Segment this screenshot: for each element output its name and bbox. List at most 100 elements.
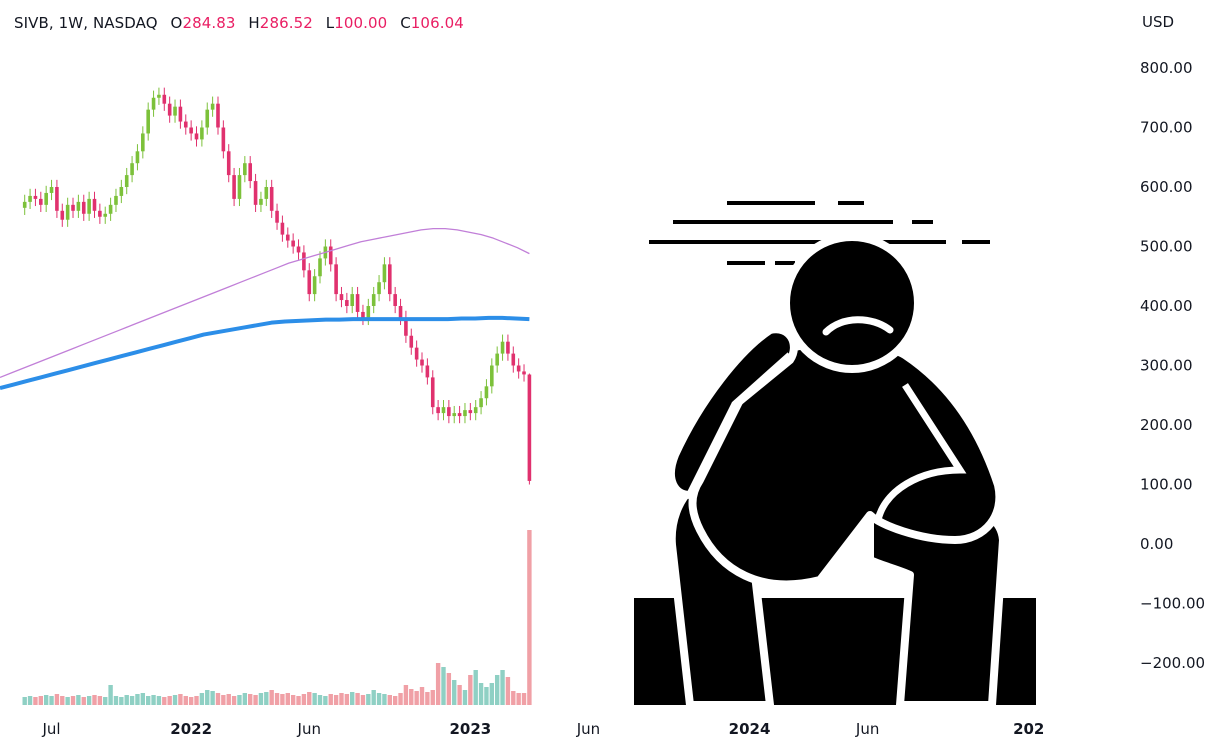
candle [366, 298, 371, 326]
candle [216, 96, 220, 135]
volume-bar [296, 696, 301, 705]
candle [345, 292, 349, 314]
candle [511, 346, 516, 373]
y-tick-label: 200.00 [1140, 416, 1193, 434]
high-label: H [248, 14, 260, 32]
volume-bar [226, 694, 231, 705]
candle [318, 251, 322, 284]
candle [173, 99, 177, 123]
volume-bar [419, 687, 425, 705]
candle [130, 156, 134, 183]
candle [291, 233, 295, 254]
volume-bar [430, 690, 435, 705]
candle [409, 328, 414, 355]
volume-bar [333, 695, 339, 705]
open-value: 284.83 [182, 14, 236, 32]
volume-bar [54, 694, 60, 705]
candle [65, 197, 70, 227]
volume-bar [285, 693, 290, 705]
volume-bar [301, 694, 307, 705]
volume-bar [328, 694, 333, 705]
volume-bar [441, 667, 446, 705]
volume-bar [307, 692, 312, 705]
volume-bar [43, 695, 49, 705]
candle [178, 99, 183, 129]
candle [226, 144, 231, 183]
volume-bar [392, 696, 398, 705]
candle [420, 352, 424, 373]
candle [468, 402, 473, 421]
low-label: L [325, 14, 335, 32]
candle [328, 239, 333, 272]
volume-bar [205, 690, 210, 705]
worry-lines [649, 201, 990, 265]
y-tick-label: −200.00 [1140, 654, 1205, 672]
open-label: O [170, 14, 183, 32]
volume-bar [199, 693, 205, 705]
candle [361, 304, 365, 326]
candle [516, 358, 521, 379]
y-tick-label: 500.00 [1140, 238, 1193, 256]
candle [146, 102, 150, 141]
candle [484, 379, 489, 406]
volume-bar [231, 696, 237, 705]
volume-bar [521, 693, 527, 705]
volume-bar [366, 694, 371, 705]
ohlc-legend: SIVB, 1W, NASDAQ O284.83 H286.52 L100.00… [14, 14, 464, 32]
x-tick-label: 2022 [170, 720, 212, 738]
volume-bar [156, 696, 162, 705]
candle [98, 203, 102, 224]
y-tick-label: 800.00 [1140, 59, 1193, 77]
candle [404, 310, 408, 343]
candle [350, 286, 355, 314]
volume-bar [178, 694, 183, 705]
candle [39, 191, 43, 212]
candle [60, 203, 65, 227]
candle [500, 334, 505, 361]
volume-bar [446, 673, 452, 705]
volume-bar [33, 697, 38, 705]
candle [371, 286, 376, 314]
volume-bar [403, 685, 409, 705]
volume-bar [317, 695, 323, 705]
x-tick-label: 2023 [449, 720, 491, 738]
candle [495, 346, 499, 373]
y-tick-label: 700.00 [1140, 119, 1193, 137]
volume-bar [124, 695, 129, 705]
candle [108, 197, 113, 221]
x-tick-label: 2024 [729, 720, 771, 738]
symbol-title: SIVB, 1W, NASDAQ [14, 14, 158, 32]
candle [221, 120, 226, 159]
candle [248, 156, 253, 189]
volume-bar [97, 696, 103, 705]
candle [194, 126, 199, 147]
slow-moving-average-line [0, 315, 530, 391]
volume-bar [248, 694, 253, 705]
candle [71, 197, 75, 218]
candle [296, 239, 301, 260]
volume-bar [371, 690, 376, 705]
candle [205, 102, 210, 135]
volume-bar [140, 693, 146, 705]
volume-bar [425, 692, 430, 705]
volume-bar [274, 693, 280, 705]
candle [473, 400, 478, 421]
candle [76, 194, 81, 218]
volume-bar [339, 693, 344, 705]
candle [49, 179, 54, 201]
x-tick-label: 202 [1013, 720, 1044, 738]
volume-bar [468, 675, 473, 705]
volume-bar [280, 694, 285, 705]
candle [307, 263, 312, 302]
candle [457, 405, 462, 424]
candle [382, 257, 387, 290]
candle [377, 275, 381, 302]
candle [414, 340, 419, 367]
thinking-worried-person-sitting-icon [634, 201, 1036, 709]
volume-bar [414, 691, 419, 705]
volume-bar [194, 696, 199, 705]
volume-bar [119, 697, 124, 705]
candle [285, 227, 290, 248]
candles-layer [22, 87, 532, 485]
